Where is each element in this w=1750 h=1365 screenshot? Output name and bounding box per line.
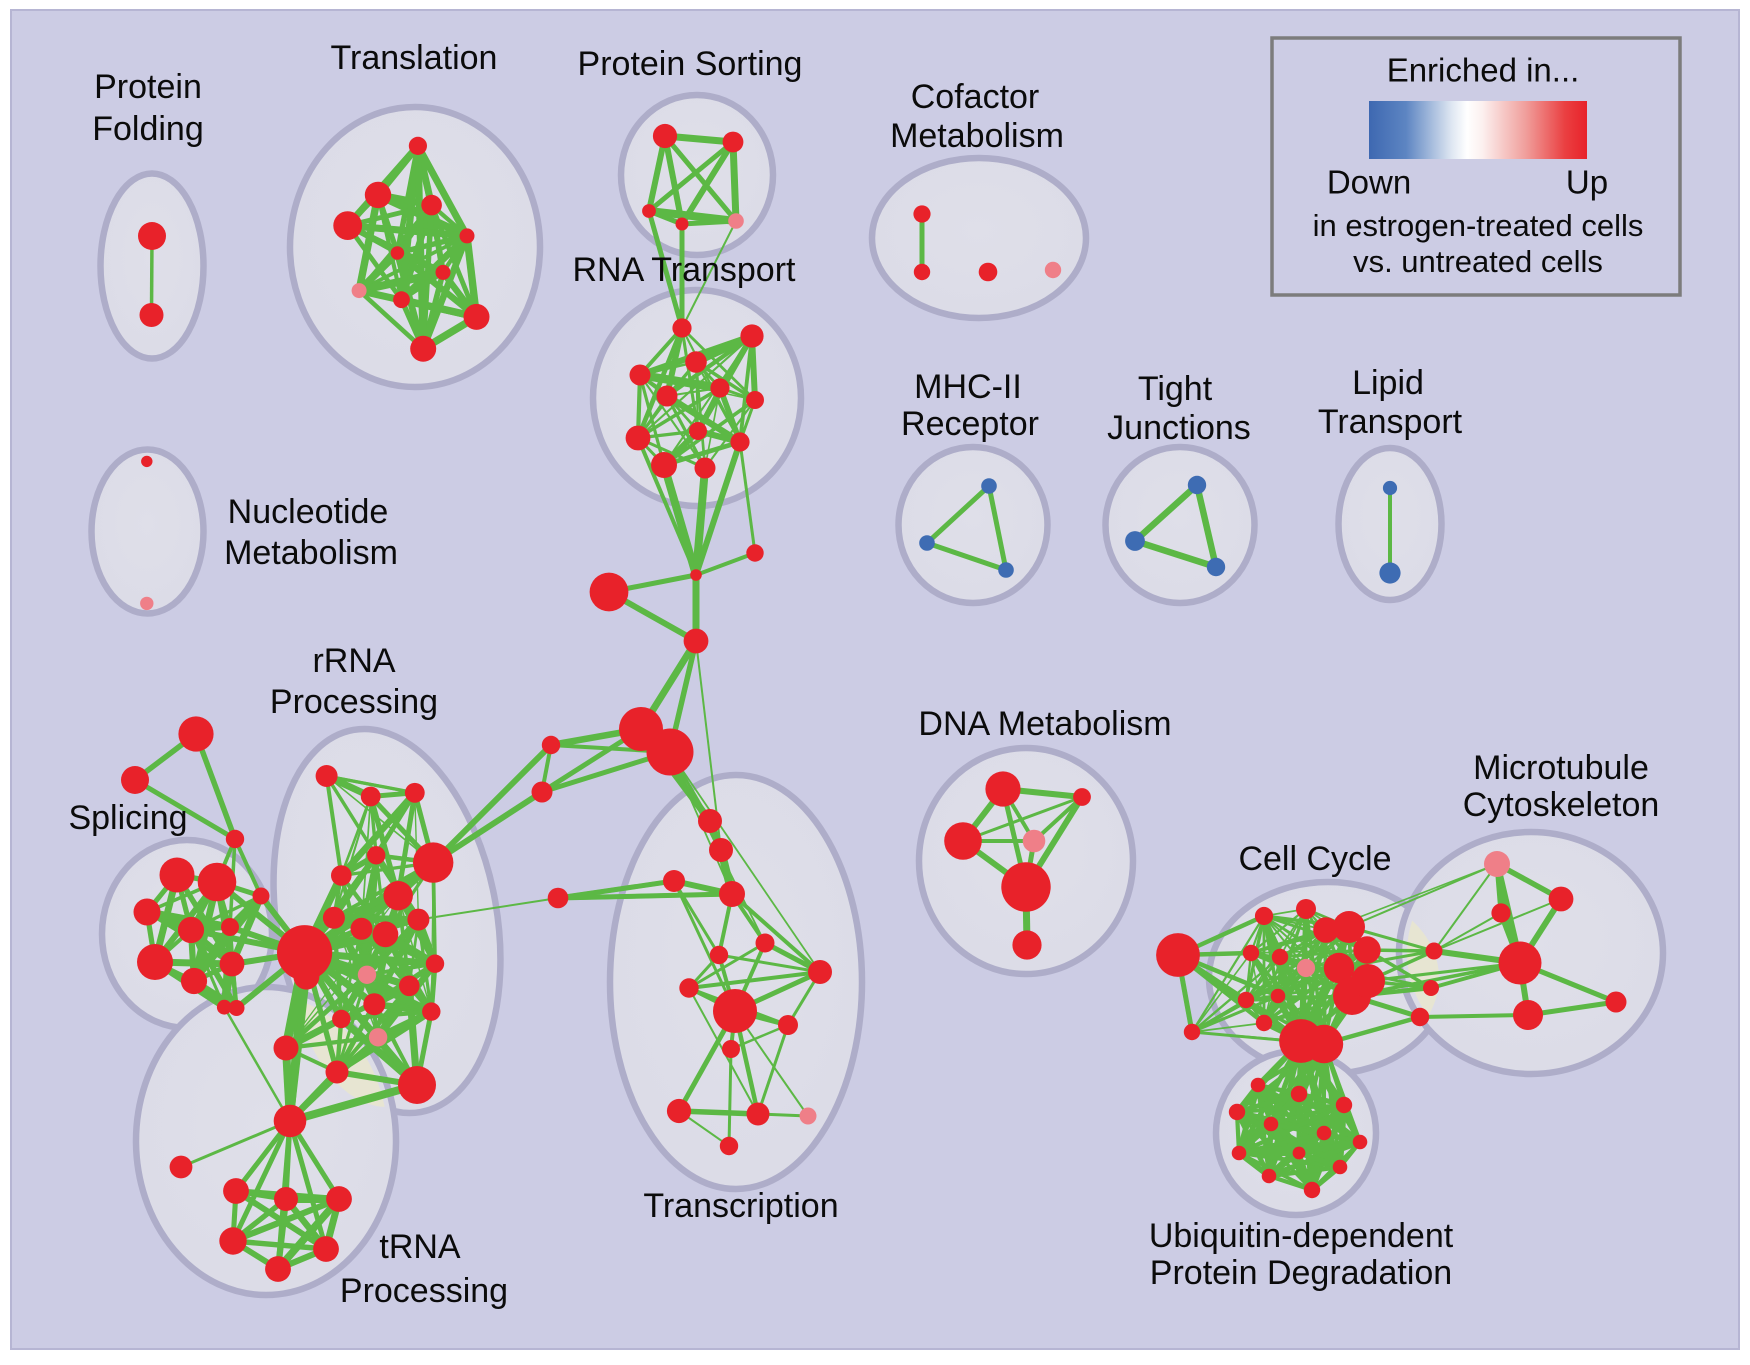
svg-text:vs. untreated cells: vs. untreated cells	[1353, 244, 1603, 279]
svg-text:Processing: Processing	[340, 1272, 508, 1310]
svg-text:Folding: Folding	[92, 110, 204, 148]
svg-text:Protein Sorting: Protein Sorting	[578, 45, 803, 83]
svg-text:Splicing: Splicing	[68, 799, 187, 837]
svg-text:Tight: Tight	[1138, 370, 1213, 408]
svg-text:Protein Degradation: Protein Degradation	[1150, 1254, 1452, 1292]
svg-text:Cofactor: Cofactor	[911, 78, 1040, 116]
svg-text:Junctions: Junctions	[1107, 409, 1251, 447]
svg-text:RNA Transport: RNA Transport	[573, 251, 797, 289]
svg-text:Up: Up	[1566, 164, 1608, 201]
svg-text:Down: Down	[1327, 164, 1411, 201]
svg-text:Metabolism: Metabolism	[890, 117, 1064, 155]
svg-text:Ubiquitin-dependent: Ubiquitin-dependent	[1149, 1217, 1454, 1255]
svg-text:Nucleotide: Nucleotide	[228, 493, 389, 531]
svg-text:Protein: Protein	[94, 68, 202, 106]
svg-text:Cell Cycle: Cell Cycle	[1238, 840, 1391, 878]
svg-text:Microtubule: Microtubule	[1473, 749, 1649, 787]
svg-text:Receptor: Receptor	[901, 405, 1039, 443]
svg-text:Metabolism: Metabolism	[224, 534, 398, 572]
svg-text:Transport: Transport	[1318, 403, 1463, 441]
svg-text:Enriched in...: Enriched in...	[1387, 52, 1580, 89]
svg-text:Transcription: Transcription	[643, 1187, 838, 1225]
svg-text:DNA Metabolism: DNA Metabolism	[918, 705, 1171, 743]
svg-text:Cytoskeleton: Cytoskeleton	[1463, 786, 1660, 824]
svg-text:rRNA: rRNA	[312, 642, 395, 680]
svg-text:Processing: Processing	[270, 683, 438, 721]
svg-text:tRNA: tRNA	[379, 1228, 461, 1266]
svg-text:Lipid: Lipid	[1352, 364, 1424, 402]
svg-text:MHC-II: MHC-II	[914, 368, 1022, 406]
svg-text:in estrogen-treated cells: in estrogen-treated cells	[1313, 208, 1644, 243]
svg-text:Translation: Translation	[331, 39, 498, 77]
